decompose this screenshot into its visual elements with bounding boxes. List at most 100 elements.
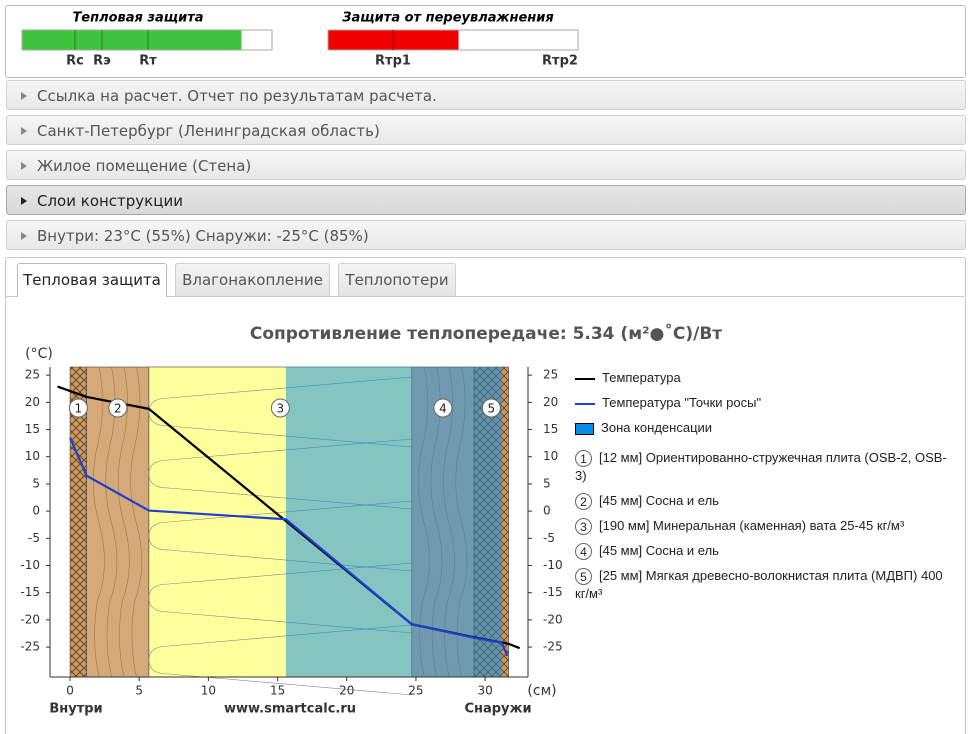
y-tick-label-right: -25: [543, 640, 563, 654]
indicator-marker: Rэ: [93, 54, 111, 69]
x-axis-label: (см): [527, 683, 556, 699]
indicator-marker: Rc: [66, 54, 84, 69]
y-tick-label: 15: [25, 422, 40, 436]
wood-grain: [117, 366, 130, 678]
legend-label: Температура "Точки росы": [602, 395, 762, 410]
y-tick-label-right: 15: [543, 422, 558, 436]
y-tick-label-right: -10: [543, 558, 563, 572]
arrow: [21, 162, 27, 170]
x-tick-label: 20: [339, 684, 354, 698]
wool-pattern: [148, 562, 412, 634]
layer: [86, 366, 150, 678]
arrow: [21, 197, 27, 205]
layer-number-circle: [433, 398, 453, 418]
x-tick-label: 5: [135, 684, 143, 698]
accordion-row[interactable]: Внутри: 23°C (55%) Снаружи: -25°C (85%): [6, 220, 966, 250]
layer-number: 2: [114, 402, 122, 416]
legend-label: [45 мм] Сосна и ель: [599, 493, 719, 509]
y-tick-label: 0: [32, 504, 40, 518]
legend-item: 3 [190 мм] Минеральная (каменная) вата 25…: [575, 517, 955, 536]
legend: Температура Температура "Точки росы" Зона …: [575, 369, 955, 610]
legend-label: Зона конденсации: [601, 420, 713, 435]
accordion-row[interactable]: Санкт-Петербург (Ленинградская область): [6, 115, 966, 145]
legend-label: [25 мм] Мягкая древесно-волокнистая плит…: [575, 568, 943, 602]
legend-label: [12 мм] Ориентированно-стружечная плита …: [575, 450, 947, 484]
y-tick-label-right: 20: [543, 395, 558, 409]
x-center-label: www.smartcalc.ru: [224, 702, 356, 717]
legend-label: [190 мм] Минеральная (каменная) вата 25-…: [599, 518, 905, 534]
condensation-zone: [285, 367, 502, 677]
tab-divider: [6, 296, 964, 297]
wood-grain: [105, 366, 118, 678]
x-tick-label: 15: [270, 684, 285, 698]
y-tick-label-right: 0: [543, 504, 551, 518]
legend-item: Температура: [575, 369, 955, 387]
series-line: [69, 437, 509, 657]
layer-number: 3: [277, 402, 285, 416]
layer-number-circle: [481, 398, 501, 418]
legend-item: 2 [45 мм] Сосна и ель: [575, 492, 955, 511]
arrow: [21, 92, 27, 100]
wool-pattern: [148, 500, 412, 572]
accordion-row[interactable]: Жилое помещение (Стена): [6, 150, 966, 180]
legend-swatch: [575, 422, 594, 435]
legend-item: 5 [25 мм] Мягкая древесно-волокнистая пли…: [575, 567, 955, 603]
y-tick-label-right: -20: [543, 612, 563, 626]
y-tick-label: -20: [20, 612, 40, 626]
y-tick-label: 20: [25, 395, 40, 409]
tab[interactable]: Теплопотери: [338, 263, 456, 296]
y-tick-label: -10: [20, 558, 40, 572]
indicator-fill: [22, 30, 242, 50]
accordion-row[interactable]: Ссылка на расчет. Отчет по результатам р…: [6, 80, 966, 110]
indicator-marker: Rт: [139, 54, 157, 69]
accordion-row[interactable]: Слои конструкции: [6, 185, 966, 215]
indicator-title: Защита от переувлажнения: [342, 11, 553, 26]
wool-pattern: [148, 438, 412, 510]
accordion-label: Санкт-Петербург (Ленинградская область): [37, 122, 380, 140]
arrow: [21, 127, 27, 135]
y-axis-label: (°C): [25, 346, 53, 362]
y-tick-label-right: 5: [543, 476, 551, 490]
legend-swatch: [575, 402, 595, 405]
legend-number: 5: [575, 568, 592, 586]
indicator-title: Тепловая защита: [72, 11, 203, 26]
accordion-label: Жилое помещение (Стена): [37, 157, 252, 175]
wool-pattern: [148, 624, 412, 696]
layer-number: 4: [439, 402, 447, 416]
legend-label: [45 мм] Сосна и ель: [599, 543, 719, 559]
accordion-label: Внутри: 23°C (55%) Снаружи: -25°C (85%): [37, 227, 369, 245]
layer-number-circle: [108, 398, 128, 418]
indicator-marker: Rтр2: [542, 54, 578, 69]
legend-item: Температура "Точки росы": [575, 394, 955, 412]
wood-grain: [92, 366, 105, 678]
y-tick-label: 5: [32, 476, 40, 490]
wood-grain: [130, 366, 143, 678]
legend-item: 1 [12 мм] Ориентированно-стружечная плита…: [575, 449, 955, 485]
x-end-label: Снаружи: [464, 702, 531, 717]
y-tick-label-right: -15: [543, 585, 563, 599]
tab[interactable]: Тепловая защита: [17, 263, 167, 297]
legend-item: 4 [45 мм] Сосна и ель: [575, 542, 955, 561]
y-tick-label-right: 10: [543, 449, 558, 463]
layer-number: 5: [488, 402, 496, 416]
y-tick-label: 10: [25, 449, 40, 463]
wool-pattern: [148, 376, 412, 448]
legend-swatch: [575, 377, 595, 380]
tab[interactable]: Влагонакопление: [175, 263, 330, 296]
x-tick-label: 10: [201, 684, 216, 698]
legend-item: Зона конденсации: [575, 419, 955, 437]
legend-number: 3: [575, 518, 592, 536]
y-tick-label-right: -5: [543, 531, 555, 545]
x-start-label: Внутри: [49, 702, 102, 717]
x-tick-label: 0: [66, 684, 74, 698]
legend-number: 4: [575, 543, 592, 561]
y-tick-label: -25: [20, 640, 40, 654]
x-tick-label: 25: [408, 684, 423, 698]
accordion-label: Слои конструкции: [37, 192, 183, 210]
x-tick-label: 30: [477, 684, 492, 698]
legend-number: 2: [575, 493, 592, 511]
legend-label: Температура: [602, 370, 681, 385]
indicator-marker: Rтр1: [375, 54, 411, 69]
